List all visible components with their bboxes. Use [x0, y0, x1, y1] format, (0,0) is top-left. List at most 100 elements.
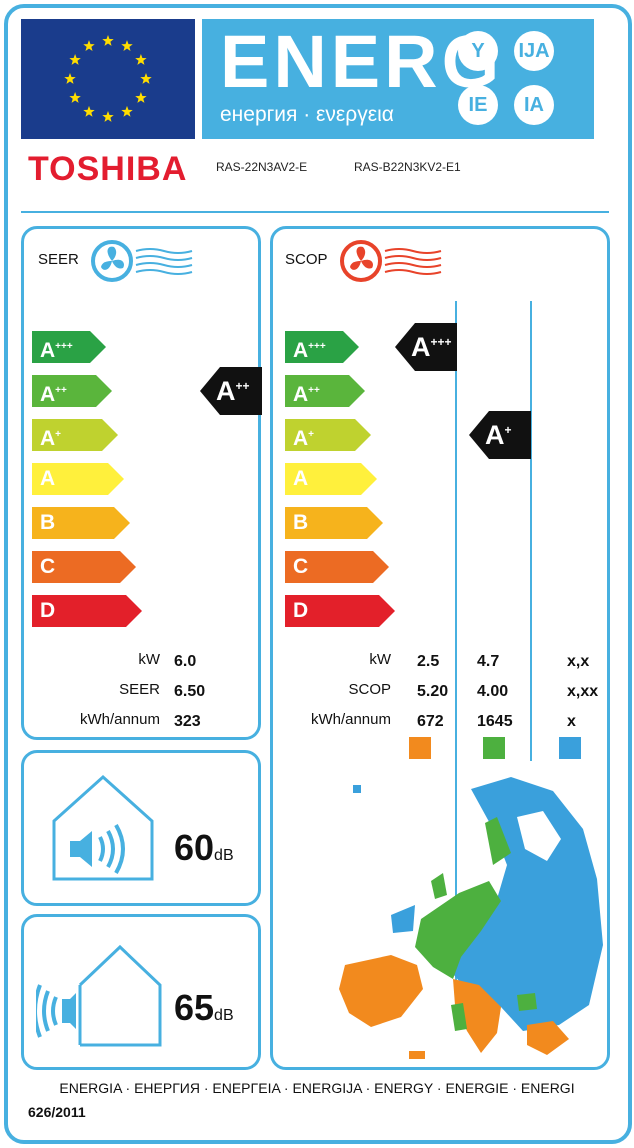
seer-annual-value: 323 — [174, 713, 201, 730]
eu-star-icon — [140, 73, 152, 84]
eu-stars-icon — [64, 35, 152, 122]
seer-kw-value: 6.0 — [174, 653, 197, 670]
zone-swatch-warmer — [409, 737, 431, 759]
eu-flag — [21, 19, 195, 139]
scop-arrow-d: D — [285, 595, 395, 627]
seer-panel: SEER A+++ A++ A+ A B C D A++ kW SEER kWh/annum… — [21, 226, 262, 740]
scop-ratio-label: SCOP — [348, 681, 391, 698]
eu-star-icon — [135, 92, 147, 103]
seer-arrow-aplusplusplus: A+++ — [32, 331, 106, 363]
brand-logo: TOSHIBA — [28, 150, 188, 188]
seer-title: SEER — [38, 251, 79, 268]
scop-value-zone2: 4.00 — [477, 683, 509, 700]
seer-arrow-label: A — [40, 467, 56, 490]
seer-ratio-label: SEER — [119, 681, 160, 698]
energy-word: ENERG — [220, 20, 504, 103]
scop-kw-label: kW — [369, 651, 391, 668]
seer-class-value: A++ — [216, 376, 250, 406]
outdoor-speaker-icon — [33, 933, 164, 1054]
scop-value-zone3: x,xx — [567, 683, 599, 700]
scop-arrow-aplus: A+ — [285, 419, 371, 451]
zone-swatch-average — [483, 737, 505, 759]
suffix-ija: IJA — [514, 31, 554, 71]
seer-value: 6.50 — [174, 683, 206, 700]
scop-class-badge-zone2: A+ — [469, 411, 531, 459]
eu-star-icon — [135, 54, 147, 65]
eu-star-icon — [102, 111, 114, 122]
eu-star-icon — [121, 105, 133, 117]
seer-arrow-label: D — [40, 599, 56, 622]
seer-arrow-label: A+++ — [40, 339, 73, 362]
scop-arrow-label: A+ — [293, 427, 315, 450]
suffix-y: Y — [458, 31, 498, 71]
zone-divider-2 — [530, 301, 532, 761]
footer-languages: ENERGIA · ЕНЕРГИЯ · ΕΝΕΡΓΕΙΑ · ENERGIJA … — [59, 1080, 575, 1096]
scop-kw-zone3: x,x — [567, 653, 590, 670]
scop-arrow-label: B — [293, 511, 309, 534]
scop-kw-zone1: 2.5 — [417, 653, 440, 670]
suffix-ia: IA — [514, 85, 554, 125]
seer-arrow-label: B — [40, 511, 56, 534]
europe-climate-map — [321, 769, 603, 1070]
eu-star-icon — [83, 40, 95, 51]
scop-annual-zone2: 1645 — [477, 713, 513, 730]
eu-star-icon — [64, 73, 76, 84]
scop-arrow-a: A — [285, 463, 377, 495]
fan-cold-icon — [90, 237, 200, 290]
seer-arrow-label: C — [40, 555, 56, 578]
scop-arrow-label: C — [293, 555, 309, 578]
suffix-ie: IE — [458, 85, 498, 125]
seer-arrow-c: C — [32, 551, 136, 583]
seer-arrow-a: A — [32, 463, 124, 495]
scop-panel: SCOP A+++ A++ A+ A B C D A+++ A+ kW SCOP kWh/a… — [270, 226, 610, 1070]
scop-arrow-c: C — [285, 551, 389, 583]
scop-arrow-b: B — [285, 507, 383, 539]
scop-class-value-zone1: A+++ — [411, 332, 452, 362]
seer-arrow-aplusplus: A++ — [32, 375, 112, 407]
outdoor-noise-unit: dB — [214, 1007, 234, 1024]
scop-title: SCOP — [285, 251, 328, 268]
eu-star-icon — [83, 105, 95, 117]
outdoor-noise-panel: 65dB — [21, 914, 261, 1070]
indoor-speaker-icon — [48, 771, 158, 888]
model-indoor: RAS-22N3AV2-E — [216, 160, 308, 174]
energy-header: ENERG енергия · ενεργεια Y IJA IE IA — [202, 19, 594, 139]
indoor-noise-number: 60 — [174, 827, 215, 868]
scop-arrow-label: D — [293, 599, 309, 622]
scop-class-value-zone2: A+ — [485, 420, 512, 450]
eu-star-icon — [69, 54, 81, 65]
seer-annual-label: kWh/annum — [79, 711, 160, 728]
energy-subtitle: енергия · ενεργεια — [220, 103, 394, 126]
scop-kw-zone2: 4.7 — [477, 653, 500, 670]
outdoor-noise-value: 65dB — [174, 987, 234, 1029]
model-outdoor: RAS-B22N3KV2-E1 — [354, 160, 461, 174]
seer-kw-label: kW — [138, 651, 160, 668]
indoor-noise-value: 60dB — [174, 827, 234, 869]
seer-arrow-d: D — [32, 595, 142, 627]
scop-class-badge-zone1: A+++ — [395, 323, 457, 371]
zone-divider-1 — [455, 301, 457, 989]
scop-arrow-aplusplus: A++ — [285, 375, 365, 407]
header-divider — [21, 211, 609, 213]
outdoor-noise-number: 65 — [174, 987, 215, 1028]
seer-class-badge: A++ — [200, 367, 262, 415]
seer-arrow-aplus: A+ — [32, 419, 118, 451]
regulation-number: 626/2011 — [28, 1104, 86, 1120]
scop-arrow-label: A++ — [293, 383, 320, 406]
indoor-noise-unit: dB — [214, 847, 234, 864]
eu-star-icon — [121, 40, 133, 51]
scop-annual-label: kWh/annum — [310, 711, 391, 728]
seer-arrow-label: A+ — [40, 427, 62, 450]
indoor-noise-panel: 60dB — [21, 750, 261, 906]
scop-arrow-aplusplusplus: A+++ — [285, 331, 359, 363]
scop-arrow-label: A+++ — [293, 339, 326, 362]
zone-swatch-colder — [559, 737, 581, 759]
seer-arrow-b: B — [32, 507, 130, 539]
seer-arrow-label: A++ — [40, 383, 67, 406]
scop-annual-zone3: x — [567, 713, 576, 730]
eu-star-icon — [102, 35, 114, 46]
scop-value-zone1: 5.20 — [417, 683, 449, 700]
scop-arrow-label: A — [293, 467, 309, 490]
scop-annual-zone1: 672 — [417, 713, 444, 730]
fan-heat-icon — [339, 237, 449, 290]
